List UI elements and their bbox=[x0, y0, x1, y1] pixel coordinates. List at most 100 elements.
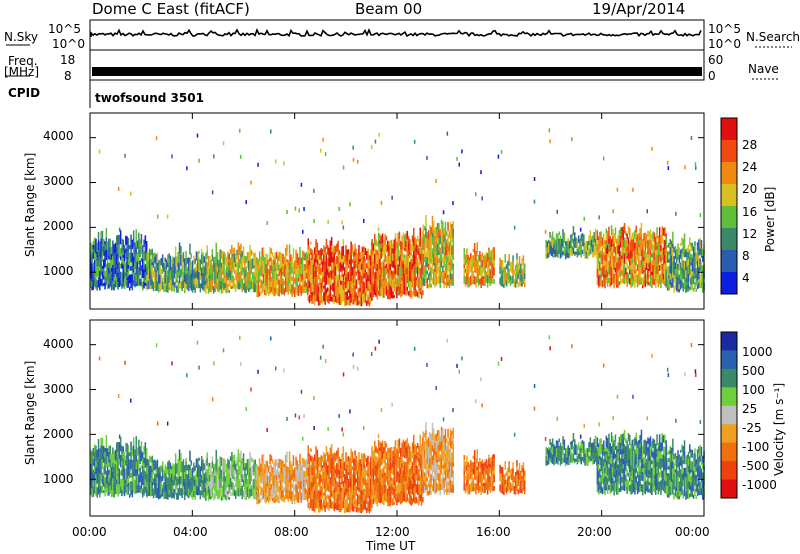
power-echo-cell bbox=[369, 249, 372, 256]
power-echo-cell bbox=[662, 227, 665, 236]
power-echo-cell bbox=[434, 272, 436, 276]
velocity-echo-cell bbox=[405, 440, 407, 448]
power-echo-cell bbox=[304, 280, 306, 288]
power-echo-cell bbox=[463, 264, 465, 269]
power-echo-cell bbox=[583, 234, 585, 243]
power-echo-cell bbox=[151, 262, 153, 266]
velocity-echo-cell bbox=[270, 489, 273, 494]
velocity-echo-cell bbox=[475, 458, 477, 468]
power-echo-cell bbox=[288, 254, 291, 263]
power-echo-cell bbox=[614, 234, 617, 240]
power-echo-cell bbox=[433, 241, 435, 251]
power-echo-cell bbox=[636, 279, 639, 288]
power-echo-cell bbox=[449, 251, 452, 256]
power-echo-cell bbox=[347, 264, 350, 269]
power-echo-cell bbox=[687, 245, 690, 252]
power-echo-cell bbox=[548, 252, 550, 258]
power-echo-cell bbox=[109, 252, 111, 260]
power-echo-cell bbox=[387, 251, 389, 260]
velocity-echo-cell bbox=[150, 478, 152, 483]
power-echo-cell bbox=[110, 246, 113, 254]
power-echo-cell bbox=[594, 238, 597, 243]
power-echo-cell bbox=[553, 253, 555, 259]
power-echo-cell bbox=[215, 256, 217, 265]
power-echo-cell bbox=[389, 270, 392, 275]
power-echo-cell bbox=[378, 132, 380, 137]
power-echo-cell bbox=[209, 274, 211, 282]
power-echo-cell bbox=[368, 301, 371, 307]
power-echo-cell bbox=[666, 245, 669, 248]
velocity-echo-cell bbox=[321, 468, 324, 479]
velocity-echo-cell bbox=[256, 472, 258, 481]
power-echo-cell bbox=[330, 279, 333, 286]
power-echo-cell bbox=[604, 240, 606, 245]
power-echo-cell bbox=[337, 267, 339, 272]
power-echo-cell bbox=[129, 260, 131, 271]
power-echo-cell bbox=[492, 247, 494, 254]
velocity-echo-cell bbox=[116, 471, 118, 480]
power-echo-cell bbox=[381, 243, 384, 252]
velocity-echo-cell bbox=[268, 492, 270, 504]
power-echo-cell bbox=[700, 248, 703, 258]
power-echo-cell bbox=[233, 253, 236, 263]
velocity-echo-cell bbox=[320, 489, 322, 496]
velocity-echo-cell bbox=[468, 471, 471, 481]
power-echo-cell bbox=[284, 268, 287, 278]
power-echo-cell bbox=[244, 269, 246, 278]
power-echo-cell bbox=[356, 159, 359, 164]
power-echo-cell bbox=[320, 288, 322, 293]
velocity-echo-cell bbox=[376, 493, 379, 499]
velocity-echo-cell bbox=[484, 482, 486, 493]
power-echo-cell bbox=[194, 278, 196, 287]
power-echo-cell bbox=[132, 266, 135, 270]
velocity-echo-cell bbox=[481, 467, 484, 475]
power-echo-cell bbox=[367, 294, 369, 298]
power-echo-cell bbox=[636, 254, 639, 261]
power-echo-cell bbox=[631, 232, 634, 240]
power-echo-cell bbox=[359, 252, 361, 259]
power-echo-cell bbox=[342, 239, 345, 246]
power-echo-cell bbox=[270, 277, 273, 282]
velocity-echo-cell bbox=[476, 459, 478, 463]
power-echo-cell bbox=[606, 230, 609, 242]
velocity-echo-cell bbox=[265, 483, 267, 493]
power-echo-cell bbox=[548, 128, 551, 133]
power-echo-cell bbox=[488, 247, 490, 251]
power-echo-cell bbox=[409, 254, 411, 259]
velocity-echo-cell bbox=[270, 472, 273, 478]
power-echo-cell bbox=[310, 274, 312, 283]
velocity-echo-cell bbox=[209, 462, 211, 467]
velocity-echo-cell bbox=[402, 477, 405, 484]
velocity-echo-cell bbox=[99, 463, 101, 475]
power-echo-cell bbox=[492, 273, 494, 279]
power-echo-cell bbox=[327, 220, 329, 224]
velocity-echo-cell bbox=[362, 495, 364, 501]
velocity-echo-cell bbox=[376, 478, 379, 484]
power-echo-cell bbox=[364, 247, 367, 256]
power-echo-cell bbox=[203, 276, 205, 285]
power-echo-cell bbox=[623, 273, 626, 278]
power-echo-cell bbox=[116, 246, 118, 254]
velocity-echo-cell bbox=[119, 454, 122, 464]
power-echo-cell bbox=[100, 267, 102, 276]
power-echo-cell bbox=[362, 276, 364, 284]
velocity-echo-cell bbox=[284, 463, 287, 472]
power-echo-cell bbox=[505, 264, 508, 270]
power-echo-cell bbox=[446, 259, 448, 270]
velocity-echo-cell bbox=[446, 446, 448, 450]
power-echo-cell bbox=[240, 259, 242, 264]
power-echo-cell bbox=[324, 261, 326, 272]
power-echo-cell bbox=[316, 242, 319, 253]
velocity-echo-cell bbox=[187, 478, 190, 489]
power-echo-cell bbox=[699, 258, 701, 265]
velocity-echo-cell bbox=[351, 451, 354, 459]
power-echo-cell bbox=[387, 289, 389, 295]
velocity-echo-cell bbox=[416, 498, 419, 505]
velocity-echo-cell bbox=[438, 465, 440, 470]
power-echo-cell bbox=[358, 245, 360, 256]
power-echo-cell bbox=[303, 251, 305, 261]
velocity-echo-cell bbox=[343, 491, 346, 499]
power-echo-cell bbox=[329, 284, 332, 292]
power-echo-cell bbox=[191, 269, 194, 278]
power-echo-cell bbox=[447, 244, 449, 252]
